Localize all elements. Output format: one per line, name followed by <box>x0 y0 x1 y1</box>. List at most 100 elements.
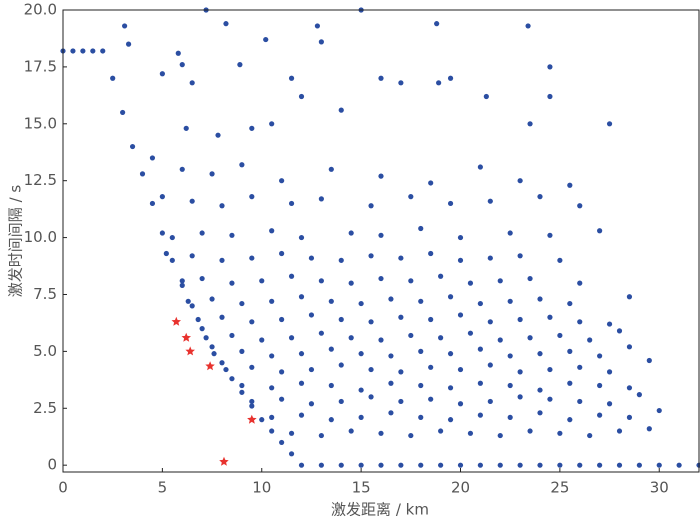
point <box>567 417 573 423</box>
point <box>537 296 543 302</box>
point <box>378 462 384 468</box>
point <box>646 426 652 432</box>
point <box>537 462 543 468</box>
point <box>348 230 354 236</box>
point <box>348 428 354 434</box>
point <box>368 253 374 259</box>
point <box>438 428 444 434</box>
point <box>269 121 275 127</box>
point <box>249 398 255 405</box>
point <box>338 257 344 263</box>
point <box>219 257 225 263</box>
point <box>388 353 394 359</box>
point <box>577 203 583 209</box>
point <box>129 143 136 150</box>
point <box>239 389 245 395</box>
point <box>547 314 553 320</box>
y-tick-label: 2.5 <box>33 399 57 417</box>
point <box>199 275 205 282</box>
point <box>358 351 364 357</box>
point <box>159 71 165 77</box>
point <box>279 178 285 184</box>
point <box>239 300 245 307</box>
point <box>457 366 464 373</box>
x-tick-label: 0 <box>58 479 68 497</box>
point <box>149 200 156 207</box>
point <box>229 232 235 238</box>
point <box>447 294 454 300</box>
point <box>447 417 454 423</box>
point <box>547 396 553 402</box>
point <box>477 300 483 307</box>
point <box>169 257 175 263</box>
point <box>279 439 285 446</box>
point <box>567 348 573 354</box>
point <box>597 382 603 389</box>
point <box>487 362 493 368</box>
point <box>338 362 344 368</box>
point <box>517 253 523 259</box>
point <box>298 351 305 357</box>
point <box>358 387 364 393</box>
point <box>388 410 394 416</box>
point <box>398 369 404 375</box>
point <box>175 50 181 56</box>
point <box>318 278 324 284</box>
point <box>398 314 404 320</box>
point <box>308 255 315 261</box>
point <box>237 62 243 68</box>
point <box>378 232 384 238</box>
plot-frame <box>62 9 700 473</box>
point <box>527 275 533 282</box>
point <box>626 344 633 350</box>
point <box>428 250 434 257</box>
point <box>189 198 195 204</box>
point <box>418 348 424 354</box>
point <box>219 314 225 320</box>
point <box>547 232 553 238</box>
point <box>308 366 315 373</box>
point <box>298 93 305 100</box>
point <box>269 414 275 420</box>
point <box>447 200 454 207</box>
point <box>378 75 384 81</box>
point <box>418 414 424 420</box>
point <box>597 353 603 359</box>
point <box>487 319 493 325</box>
point <box>656 407 662 414</box>
point <box>467 280 474 286</box>
point <box>288 200 295 207</box>
point <box>122 23 128 29</box>
point <box>597 412 603 418</box>
point <box>507 230 513 236</box>
point <box>428 316 434 323</box>
point <box>567 380 573 386</box>
point <box>279 369 285 375</box>
point <box>338 462 344 468</box>
point <box>457 462 464 468</box>
point <box>298 294 305 300</box>
point <box>507 353 513 359</box>
x-tick-label: 15 <box>352 479 371 497</box>
point <box>338 398 344 405</box>
point <box>597 462 603 468</box>
point <box>378 337 384 343</box>
point <box>483 93 489 100</box>
point <box>577 280 583 286</box>
y-tick-label: 20.0 <box>24 1 57 19</box>
point <box>626 414 633 420</box>
point <box>467 330 474 336</box>
point <box>537 387 543 393</box>
point <box>229 376 235 382</box>
x-tick-label: 25 <box>550 479 569 497</box>
point <box>223 21 229 27</box>
point <box>398 398 404 405</box>
point <box>179 278 185 284</box>
point <box>279 316 285 323</box>
point <box>378 275 384 282</box>
point <box>507 414 513 420</box>
point <box>100 48 106 54</box>
point <box>328 166 334 172</box>
point <box>378 430 384 436</box>
